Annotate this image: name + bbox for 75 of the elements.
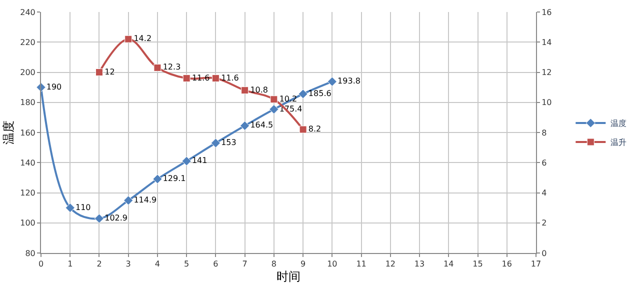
point xyxy=(327,76,337,86)
point xyxy=(270,96,278,104)
point xyxy=(182,156,192,166)
x-tick-label: 1 xyxy=(68,260,73,269)
data-label: 114.9 xyxy=(134,195,157,204)
data-label: 129.1 xyxy=(162,174,186,184)
x-axis-title: 时间 xyxy=(276,270,300,284)
x-tick-label: 13 xyxy=(414,260,425,269)
data-label: 11.6 xyxy=(221,73,239,82)
x-tick-label: 9 xyxy=(300,260,306,269)
y-tick-label: 160 xyxy=(20,128,36,138)
data-label: 8.2 xyxy=(308,124,322,134)
point xyxy=(154,64,162,72)
point xyxy=(124,196,134,206)
point xyxy=(210,138,221,148)
y2-tick-label: 16 xyxy=(542,8,552,17)
point xyxy=(95,68,103,76)
x-tick-label: 11 xyxy=(356,260,366,269)
y2-tick-label: 6 xyxy=(542,158,547,168)
x-tick-label: 10 xyxy=(327,260,338,269)
data-label: 110 xyxy=(75,202,91,212)
x-tick-label: 0 xyxy=(38,260,44,269)
point xyxy=(269,104,279,114)
y2-tick-label: 8 xyxy=(542,128,547,138)
point xyxy=(94,214,104,224)
point xyxy=(298,89,308,99)
legend-label: 温度 xyxy=(610,119,627,128)
x-tick-label: 3 xyxy=(126,260,131,269)
data-label: 12.3 xyxy=(162,62,181,72)
legend-label: 温升 xyxy=(610,138,627,148)
x-tick-label: 15 xyxy=(472,260,483,269)
y2-tick-label: 4 xyxy=(542,188,547,198)
point xyxy=(241,86,249,94)
y-tick-label: 100 xyxy=(20,218,36,228)
y-tick-label: 200 xyxy=(20,68,36,78)
data-label: 14.2 xyxy=(134,34,152,44)
y-tick-label: 120 xyxy=(20,188,36,198)
x-tick-label: 17 xyxy=(530,260,542,269)
x-tick-label: 7 xyxy=(242,260,248,269)
data-label: 190 xyxy=(46,82,62,92)
y2-tick-label: 10 xyxy=(542,98,552,108)
point xyxy=(240,120,250,131)
y-axis-title: 温度 xyxy=(1,120,16,144)
data-label: 153 xyxy=(221,138,236,148)
data-label: 193.8 xyxy=(338,76,360,86)
y2-tick-label: 0 xyxy=(542,248,547,258)
point xyxy=(152,174,162,184)
data-label: 10.8 xyxy=(250,85,268,94)
y-tick-label: 180 xyxy=(20,98,36,108)
x-tick-label: 12 xyxy=(385,260,396,269)
point xyxy=(299,126,307,134)
x-tick-label: 6 xyxy=(213,260,218,269)
point xyxy=(65,203,75,213)
y2-tick-label: 12 xyxy=(542,68,552,78)
x-tick-label: 16 xyxy=(502,260,512,269)
x-tick-label: 4 xyxy=(154,260,160,269)
y-tick-label: 140 xyxy=(20,158,36,168)
data-label: 11.6 xyxy=(192,73,210,82)
data-label: 164.5 xyxy=(250,120,274,130)
point xyxy=(124,35,132,43)
data-label: 141 xyxy=(192,156,208,166)
y-tick-label: 220 xyxy=(20,38,36,47)
data-label: 12 xyxy=(104,67,115,76)
x-tick-label: 14 xyxy=(444,260,454,269)
data-label: 102.9 xyxy=(104,214,128,223)
x-tick-label: 2 xyxy=(96,260,102,269)
y-tick-label: 80 xyxy=(25,248,36,258)
point xyxy=(182,74,190,82)
data-label: 185.6 xyxy=(308,88,332,98)
y2-tick-label: 14 xyxy=(542,38,552,47)
point xyxy=(212,74,220,82)
y2-tick-label: 2 xyxy=(542,218,547,228)
y-tick-label: 240 xyxy=(20,8,36,17)
x-tick-label: 8 xyxy=(271,260,276,269)
x-tick-label: 5 xyxy=(184,260,190,269)
